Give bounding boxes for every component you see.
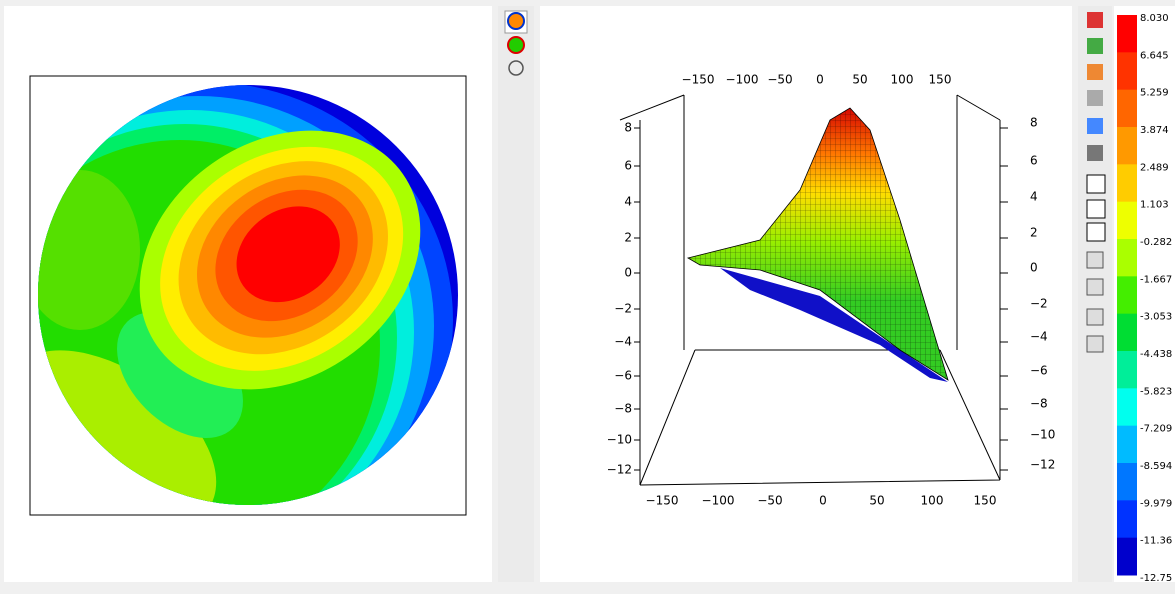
colorbar-band	[1117, 276, 1137, 315]
tool-buttons	[1086, 12, 1106, 353]
z-tick-label: 2	[1030, 226, 1038, 240]
colorbar-band	[1117, 201, 1137, 240]
tool-button[interactable]	[1086, 222, 1106, 242]
colorbar-label: 8.030	[1140, 13, 1169, 24]
colorbar-band	[1117, 239, 1137, 277]
x-tick-label: 150	[974, 494, 997, 508]
tool-button[interactable]	[1086, 174, 1106, 194]
z-tick-label: −12	[607, 463, 632, 477]
x-tick-label: 50	[869, 494, 884, 508]
colorbar-band	[1117, 351, 1137, 389]
x-tick-label: −100	[702, 494, 735, 508]
x-tick-label: −150	[682, 73, 715, 87]
z-tick-label: 0	[1030, 261, 1038, 275]
z-tick-label: −8	[614, 402, 632, 416]
tool-button[interactable]	[508, 60, 524, 76]
z-tick-label: −12	[1030, 458, 1055, 472]
colorbar-band	[1117, 425, 1137, 464]
colorbar-label: -8.594	[1140, 461, 1172, 472]
colorbar-label: 2.489	[1140, 162, 1169, 173]
colorbar-band	[1117, 537, 1137, 576]
x-tick-label: 150	[929, 73, 952, 87]
tool-button[interactable]	[1086, 308, 1104, 326]
tool-button[interactable]	[1087, 90, 1103, 106]
colorbar-band	[1117, 164, 1137, 203]
z-tick-label: −10	[607, 433, 632, 447]
colorbar-label: 6.645	[1140, 50, 1169, 61]
colorbar-band	[1117, 127, 1137, 165]
z-tick-label: −8	[1030, 397, 1048, 411]
tool-button[interactable]	[1087, 145, 1103, 161]
colorbar-band	[1117, 313, 1137, 352]
x-tick-label: 50	[852, 73, 867, 87]
tool-button[interactable]	[1086, 335, 1104, 353]
z-tick-label: 8	[624, 121, 632, 135]
z-tick-label: −4	[1030, 330, 1048, 344]
colorbar-label: -1.667	[1140, 274, 1172, 285]
colorbar-label: 3.874	[1140, 125, 1169, 136]
tool-button[interactable]	[507, 36, 525, 54]
x-tick-label: −50	[757, 494, 782, 508]
toolbar	[498, 6, 534, 582]
z-tick-label: 8	[1030, 116, 1038, 130]
z-tick-label: −6	[614, 369, 632, 383]
x-tick-label: 100	[891, 73, 914, 87]
z-tick-label: −10	[1030, 428, 1055, 442]
axes: 8 8 6 6 4 4 2 2 0 0 −2 −2 −4 −4 −6 −6 −8 −8 −10 −10 −12 −12 −1…	[607, 73, 1056, 508]
x-tick-label: 100	[921, 494, 944, 508]
z-tick-label: 6	[624, 159, 632, 173]
colorbar-label: -0.282	[1140, 237, 1172, 248]
z-tick-label: 4	[1030, 190, 1038, 204]
x-tick-label: −100	[726, 73, 759, 87]
x-tick-label: 0	[819, 494, 827, 508]
z-tick-label: −6	[1030, 364, 1048, 378]
z-tick-label: 0	[624, 266, 632, 280]
contour-map	[38, 85, 458, 505]
tool-button[interactable]	[1087, 38, 1103, 54]
colorbar-label: -5.823	[1140, 386, 1172, 397]
z-tick-label: 4	[624, 195, 632, 209]
colorbar: 8.030 6.645 5.259 3.874 2.489 1.103 -0.282 -1.6…	[1117, 13, 1172, 584]
tool-button[interactable]	[1087, 12, 1103, 28]
colorbar-band	[1117, 500, 1137, 539]
colorbar-band	[1117, 52, 1137, 91]
tool-button[interactable]	[1086, 199, 1106, 219]
colorbar-label: 1.103	[1140, 200, 1169, 211]
colorbar-label: -11.36	[1140, 536, 1172, 547]
z-tick-label: −4	[614, 335, 632, 349]
tool-button[interactable]	[1086, 278, 1104, 296]
plot-box	[619, 94, 1001, 486]
colorbar-label: -4.438	[1140, 349, 1172, 360]
colorbar-label: -12.75	[1140, 573, 1172, 584]
tool-button[interactable]	[1086, 251, 1104, 269]
z-tick-label: −2	[614, 302, 632, 316]
tool-icon	[507, 12, 525, 30]
x-tick-label: −50	[767, 73, 792, 87]
colorbar-label: -9.979	[1140, 498, 1172, 509]
x-tick-label: −150	[646, 494, 679, 508]
z-tick-label: −2	[1030, 297, 1048, 311]
tool-button[interactable]	[1087, 118, 1103, 134]
x-tick-label: 0	[816, 73, 824, 87]
colorbar-label: 5.259	[1140, 88, 1169, 99]
z-tick-label: 6	[1030, 154, 1038, 168]
colorbar-label: -3.053	[1140, 312, 1172, 323]
colorbar-band	[1117, 388, 1137, 427]
colorbar-band	[1117, 15, 1137, 53]
colorbar-band	[1117, 89, 1137, 128]
colorbar-label: -7.209	[1140, 424, 1172, 435]
colorbar-band	[1117, 463, 1137, 501]
z-tick-label: 2	[624, 231, 632, 245]
tool-button[interactable]	[1087, 64, 1103, 80]
